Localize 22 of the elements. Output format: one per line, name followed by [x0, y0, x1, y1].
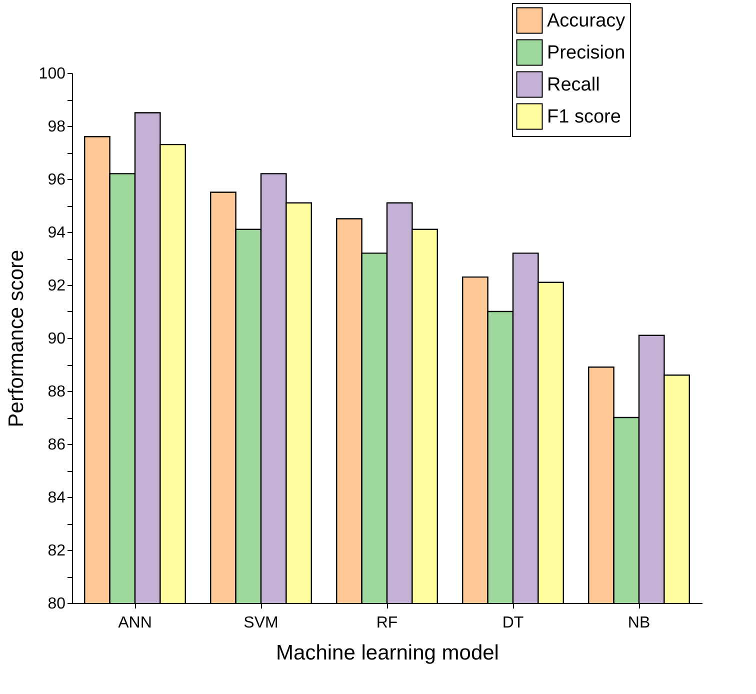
x-tick-label: RF [376, 614, 398, 632]
y-tick-label: 88 [48, 384, 66, 400]
y-tick-label: 100 [38, 66, 66, 82]
x-axis-title: Machine learning model [276, 642, 499, 664]
legend-label: F1 score [547, 106, 621, 128]
x-tick-label: SVM [244, 614, 278, 632]
y-tick-label: 82 [48, 542, 66, 560]
x-tick-label: DT [502, 614, 524, 632]
y-tick-label: 84 [48, 490, 66, 506]
y-tick-label: 86 [48, 436, 66, 454]
y-tick-label: 98 [48, 118, 66, 136]
legend-label: Accuracy [547, 10, 626, 32]
y-axis-title: Performance score [4, 250, 28, 428]
legend-label: Recall [547, 74, 600, 96]
y-tick-label: 94 [48, 224, 66, 242]
y-tick-label: 90 [48, 330, 66, 348]
y-tick-label: 92 [48, 278, 66, 294]
y-tick-label: 96 [48, 172, 66, 188]
x-tick-label: ANN [118, 614, 152, 632]
x-tick-label: NB [628, 614, 650, 632]
y-tick-label: 80 [48, 596, 66, 612]
legend-label: Precision [547, 42, 626, 64]
